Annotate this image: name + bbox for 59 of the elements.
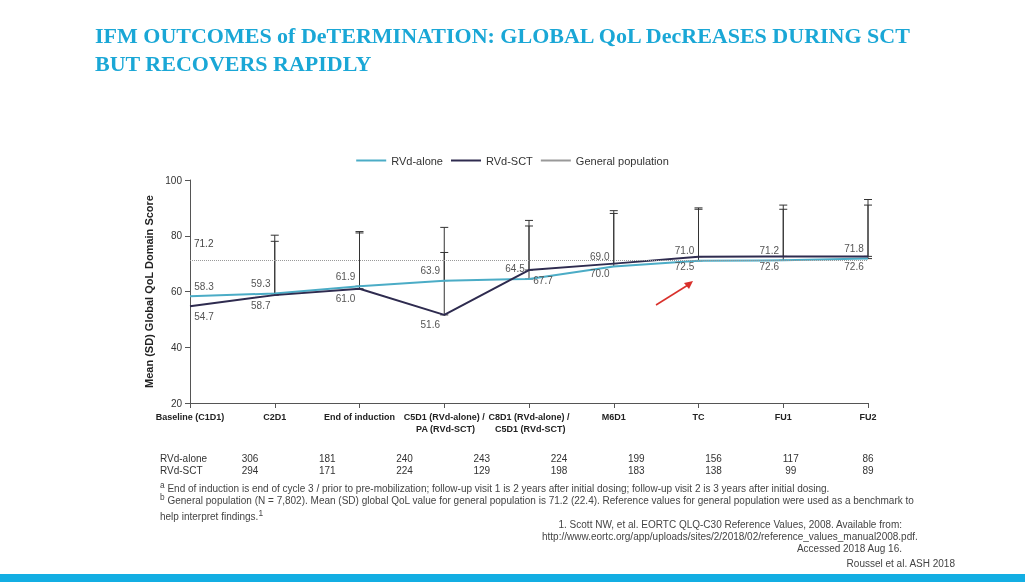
text: 306 — [241, 453, 259, 464]
text: 129 — [473, 465, 491, 476]
text: 198 — [550, 465, 568, 476]
data-label: 72.5 — [674, 261, 695, 273]
x-tick-label: End of induction — [324, 412, 395, 422]
x-tick-label: FU1 — [774, 412, 792, 422]
y-axis-title: Mean (SD) Global QoL Domain Score — [142, 195, 155, 388]
y-tick-label: 60 — [170, 286, 183, 297]
text: 243 — [473, 453, 491, 464]
data-label: 63.9 — [420, 265, 441, 277]
data-label: 72.6 — [759, 260, 780, 272]
y-tick-label: 40 — [170, 341, 183, 353]
text: 181 — [318, 453, 336, 464]
y-tick-label: 20 — [170, 397, 183, 409]
text: 117 — [782, 453, 799, 464]
chart-title: IFM OUTCOMES of DeTERMINATION: GLOBAL QoL DecREASES DURING SCT BUT RECOVERS RAPIDLY — [95, 22, 911, 78]
data-label: 72.6 — [844, 260, 865, 272]
x-tick-label: C2D1 — [263, 412, 287, 422]
y-tick-label: 100 — [165, 174, 183, 186]
legend-label: General population — [575, 154, 669, 167]
data-label: 71.0 — [674, 245, 695, 257]
text: 183 — [627, 465, 645, 476]
data-label: 67.7 — [533, 274, 554, 286]
data-label: 70.0 — [590, 268, 610, 280]
data-label: 64.5 — [505, 263, 526, 275]
x-tick-label: FU2 — [859, 412, 877, 422]
data-label: 54.7 — [194, 310, 215, 322]
data-label: 58.3 — [194, 280, 215, 292]
data-label: 58.7 — [251, 299, 271, 311]
data-label: 71.8 — [844, 243, 865, 255]
data-label: 59.3 — [251, 277, 271, 289]
legend-label: RVd-alone — [391, 154, 443, 167]
text: 240 — [396, 453, 413, 464]
text: 86 — [862, 453, 874, 464]
text: 138 — [705, 465, 722, 476]
y-tick-label: 80 — [170, 230, 183, 242]
x-tick-label: TC — [692, 412, 705, 422]
text: Roussel et al. ASH 2018 — [845, 558, 955, 570]
text: 156 — [705, 453, 722, 464]
text: 294 — [241, 465, 259, 476]
data-label: 61.9 — [335, 270, 356, 282]
data-label: 61.0 — [335, 293, 356, 305]
data-label: 71.2 — [759, 244, 780, 256]
text: 224 — [396, 465, 413, 476]
x-tick-label: C8D1 (RVd-alone) / C5D1 (RVd-SCT) — [488, 412, 570, 434]
legend-label: RVd-SCT — [485, 154, 534, 167]
data-label: 51.6 — [420, 319, 441, 331]
text: 89 — [862, 465, 874, 476]
text: 99 — [785, 465, 797, 476]
text: RVd-alone — [160, 453, 208, 464]
data-label: 69.0 — [590, 250, 610, 262]
x-tick-label: C5D1 (RVd-alone) / PA (RVd-SCT) — [403, 412, 486, 434]
text: 224 — [550, 453, 568, 464]
text: RVd-SCT — [160, 465, 203, 476]
text: 171 — [318, 465, 336, 476]
x-tick-label: M6D1 — [601, 412, 626, 422]
x-tick-label: Baseline (C1D1) — [155, 412, 225, 422]
annotation: 71.2 — [194, 238, 214, 251]
text: 199 — [627, 453, 645, 464]
